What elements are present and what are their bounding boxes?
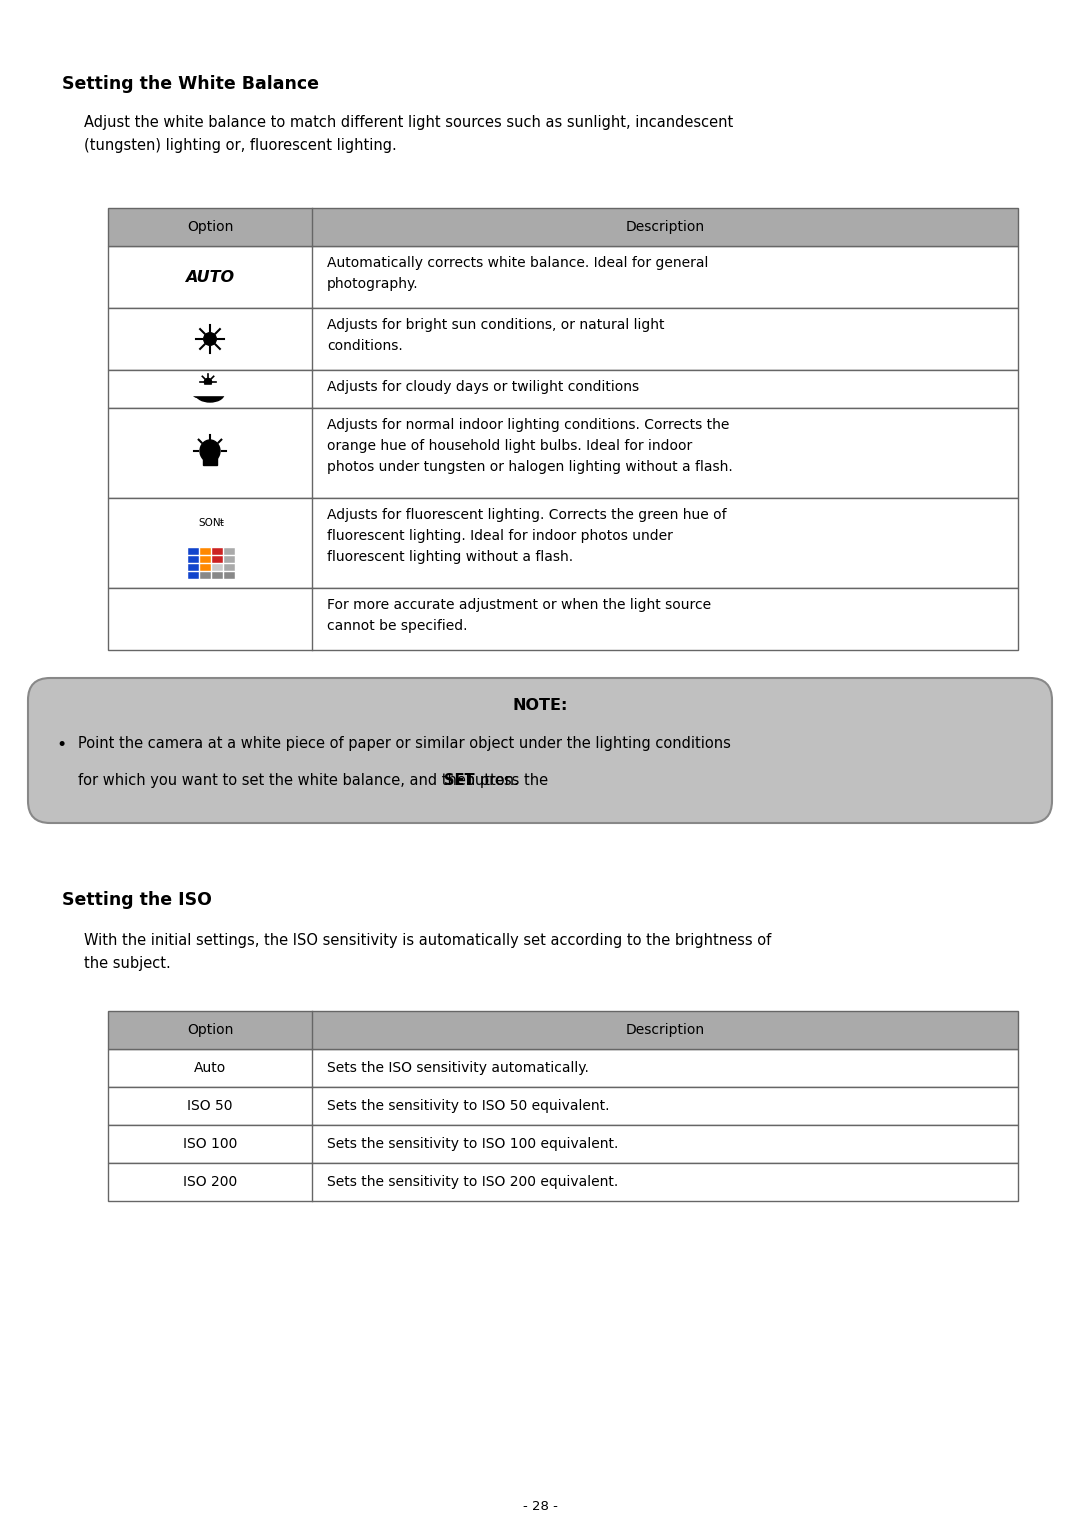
Text: Adjusts for bright sun conditions, or natural light
conditions.: Adjusts for bright sun conditions, or na… (327, 318, 664, 353)
Text: Sets the sensitivity to ISO 50 equivalent.: Sets the sensitivity to ISO 50 equivalen… (327, 1099, 609, 1112)
Ellipse shape (211, 387, 225, 397)
Text: ISO 200: ISO 200 (183, 1175, 238, 1189)
Bar (108, 1163, 1018, 1201)
Ellipse shape (200, 440, 220, 461)
FancyBboxPatch shape (28, 678, 1052, 824)
Text: Adjust the white balance to match different light sources such as sunlight, inca: Adjust the white balance to match differ… (84, 115, 733, 153)
Ellipse shape (195, 387, 224, 402)
Text: •: • (56, 736, 66, 753)
Bar (108, 1125, 1018, 1163)
Bar (212, 547, 222, 555)
Text: Sets the sensitivity to ISO 100 equivalent.: Sets the sensitivity to ISO 100 equivale… (327, 1137, 619, 1151)
Bar (224, 547, 235, 555)
Text: button.: button. (461, 773, 519, 788)
Text: Sets the sensitivity to ISO 200 equivalent.: Sets the sensitivity to ISO 200 equivale… (327, 1175, 618, 1189)
Text: ŧ: ŧ (220, 518, 224, 529)
Ellipse shape (192, 387, 208, 397)
Text: Adjusts for normal indoor lighting conditions. Corrects the
orange hue of househ: Adjusts for normal indoor lighting condi… (327, 419, 732, 474)
Bar (108, 1012, 1018, 1050)
Bar (108, 246, 1018, 309)
Text: SET: SET (444, 773, 475, 788)
Bar (108, 408, 1018, 498)
Bar (200, 547, 211, 555)
Text: SON: SON (199, 518, 221, 529)
Text: For more accurate adjustment or when the light source
cannot be specified.: For more accurate adjustment or when the… (327, 597, 711, 633)
Text: Auto: Auto (194, 1060, 226, 1076)
Text: Adjusts for cloudy days or twilight conditions: Adjusts for cloudy days or twilight cond… (327, 380, 639, 394)
Text: ISO 50: ISO 50 (187, 1099, 233, 1112)
Bar (224, 571, 235, 579)
Bar (200, 571, 211, 579)
Text: Description: Description (625, 220, 704, 234)
Bar (188, 571, 199, 579)
Bar (188, 547, 199, 555)
Bar (108, 309, 1018, 370)
Bar (188, 564, 199, 570)
Bar (200, 564, 211, 570)
Bar (203, 455, 217, 465)
Text: ISO 100: ISO 100 (183, 1137, 238, 1151)
Text: Setting the ISO: Setting the ISO (62, 891, 212, 909)
Bar (188, 556, 199, 562)
Text: - 28 -: - 28 - (523, 1500, 557, 1513)
Text: Adjusts for fluorescent lighting. Corrects the green hue of
fluorescent lighting: Adjusts for fluorescent lighting. Correc… (327, 507, 727, 564)
Bar (108, 588, 1018, 649)
Bar (200, 556, 211, 562)
Bar (190, 385, 230, 396)
Bar (108, 498, 1018, 588)
Bar (212, 571, 222, 579)
Bar (212, 564, 222, 570)
Text: Description: Description (625, 1024, 704, 1038)
Bar (108, 1086, 1018, 1125)
Bar (108, 1050, 1018, 1086)
Text: Automatically corrects white balance. Ideal for general
photography.: Automatically corrects white balance. Id… (327, 257, 708, 292)
Bar (108, 370, 1018, 408)
Text: Point the camera at a white piece of paper or similar object under the lighting : Point the camera at a white piece of pap… (78, 736, 731, 750)
Text: Setting the White Balance: Setting the White Balance (62, 75, 319, 93)
Bar (108, 208, 1018, 246)
Text: NOTE:: NOTE: (512, 698, 568, 714)
Circle shape (204, 379, 212, 385)
Text: for which you want to set the white balance, and then press the: for which you want to set the white bala… (78, 773, 553, 788)
Text: With the initial settings, the ISO sensitivity is automatically set according to: With the initial settings, the ISO sensi… (84, 934, 771, 972)
Text: Sets the ISO sensitivity automatically.: Sets the ISO sensitivity automatically. (327, 1060, 589, 1076)
Bar (224, 564, 235, 570)
Text: Option: Option (187, 220, 233, 234)
Text: Option: Option (187, 1024, 233, 1038)
Bar (224, 556, 235, 562)
Circle shape (204, 333, 216, 345)
Text: AUTO: AUTO (186, 269, 234, 284)
Bar (212, 556, 222, 562)
